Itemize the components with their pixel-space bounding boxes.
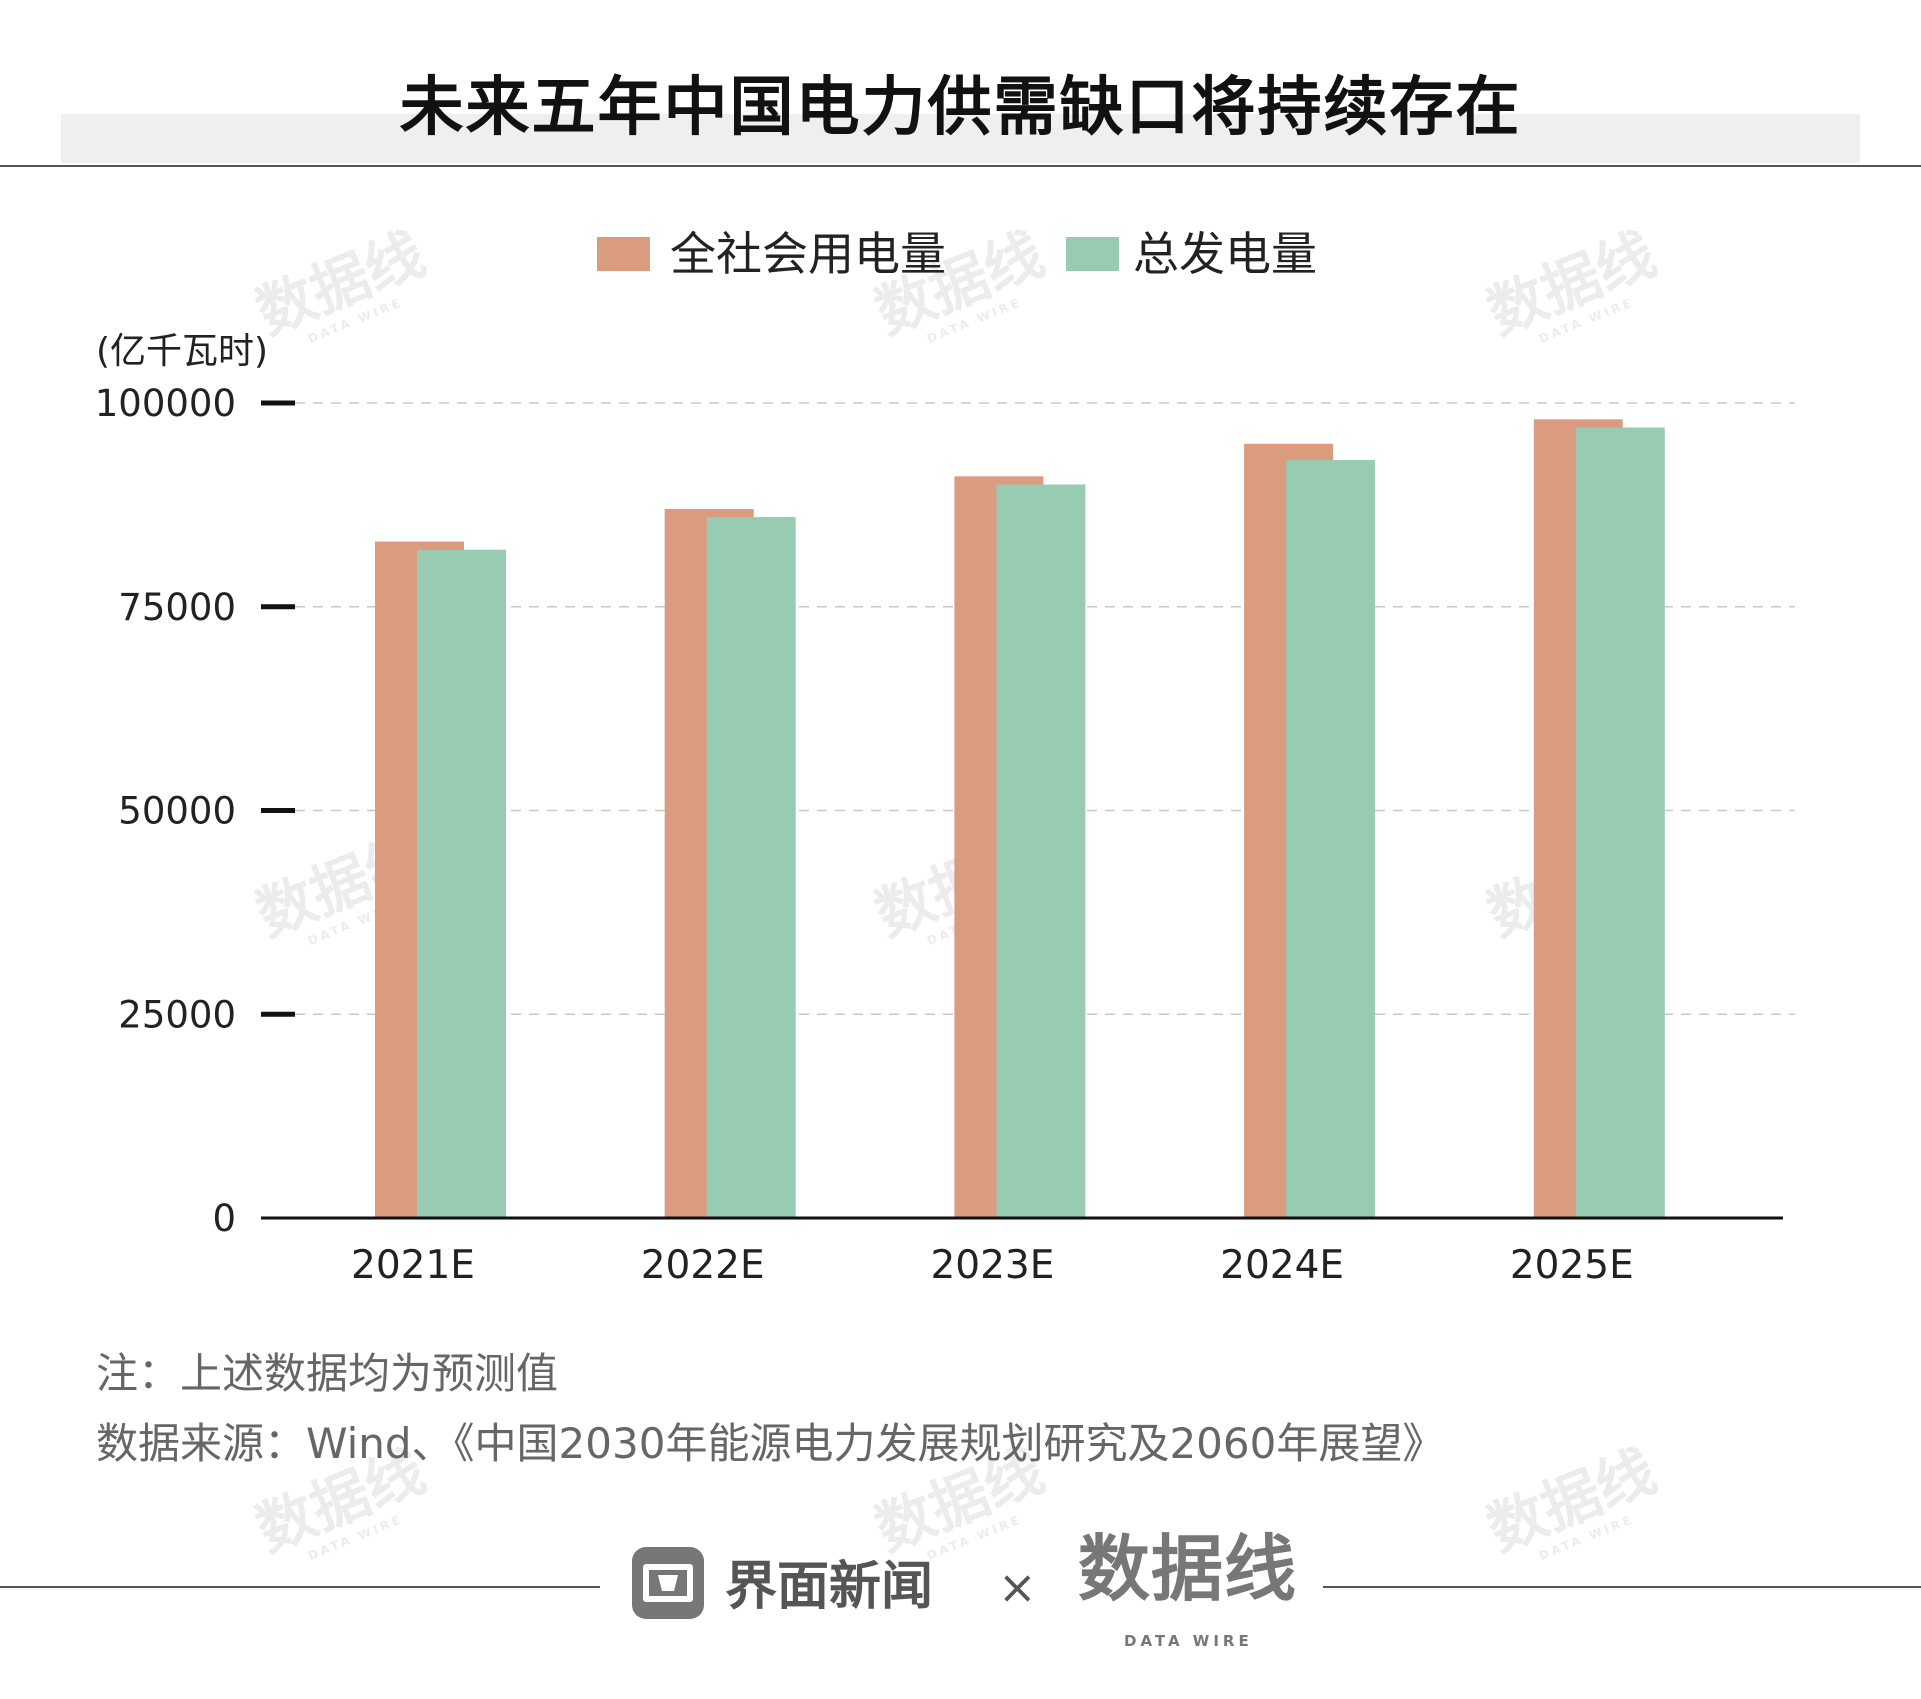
title-divider [0, 165, 1921, 167]
source-text: 数据来源：Wind、《中国2030年能源电力发展规划研究及2060年展望》 [96, 1419, 1445, 1468]
title-band [61, 114, 1860, 163]
bar-generation [1575, 427, 1665, 1218]
x-tick-label: 2023E [930, 1243, 1054, 1288]
data-wire-logo-sub: DATA WIRE [1124, 1632, 1253, 1650]
x-tick-label: 2022E [641, 1243, 765, 1288]
legend-swatch-generation [1066, 237, 1119, 271]
chart-title: 未来五年中国电力供需缺口将持续存在 [399, 71, 1522, 145]
jiemian-news-icon [632, 1547, 704, 1619]
legend-swatch-consumption [597, 237, 650, 271]
footer-rule-left [0, 1586, 600, 1588]
bar-generation [1286, 460, 1376, 1218]
y-tick-label: 25000 [118, 993, 236, 1036]
brand-name: 界面新闻 [725, 1557, 934, 1617]
y-axis-unit-label: (亿千瓦时) [96, 331, 269, 372]
legend-label-generation: 总发电量 [1133, 227, 1317, 281]
y-tick-label: 75000 [118, 586, 236, 629]
bar-generation [996, 484, 1086, 1218]
bar-generation [706, 517, 796, 1218]
bar-generation [417, 549, 506, 1218]
brand-separator: × [998, 1560, 1037, 1614]
y-tick-label: 100000 [95, 382, 236, 425]
note-text: 注：上述数据均为预测值 [96, 1349, 559, 1398]
x-tick-label: 2021E [351, 1243, 475, 1288]
x-tick-label: 2024E [1220, 1243, 1344, 1288]
y-tick-label: 0 [212, 1197, 236, 1240]
data-wire-logo: 数据线 [1078, 1527, 1298, 1611]
x-tick-label: 2025E [1510, 1243, 1634, 1288]
legend-label-consumption: 全社会用电量 [670, 227, 946, 281]
y-tick-label: 50000 [118, 790, 236, 833]
footer-rule-right [1323, 1586, 1921, 1588]
